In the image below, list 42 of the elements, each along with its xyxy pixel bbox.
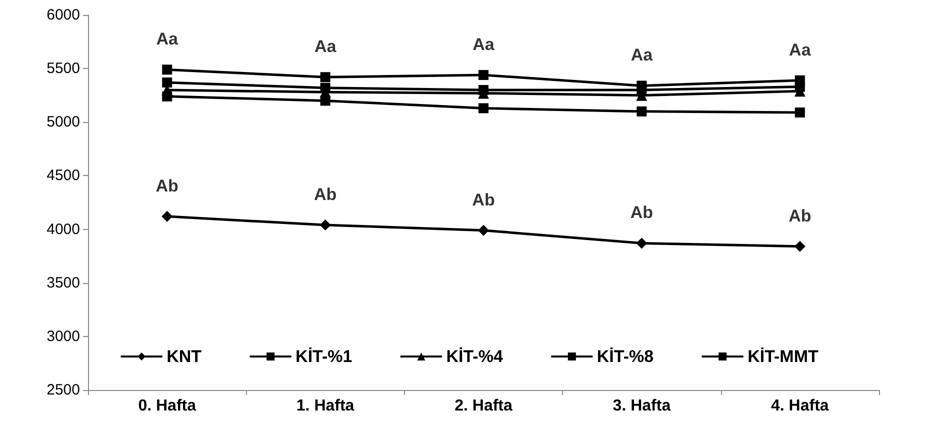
point: [636, 238, 648, 249]
x-tick-label: 0. Hafta: [138, 398, 196, 414]
point: [636, 106, 647, 116]
annotation: Aa: [314, 37, 337, 56]
legend-label: KİT-%1: [296, 347, 352, 366]
point: [478, 85, 488, 95]
legend-label: KİT-%8: [596, 347, 654, 366]
point: [794, 75, 805, 86]
point: [478, 103, 488, 114]
legend-label: KİT-MMT: [748, 347, 820, 366]
y-tick-label: 3500: [46, 274, 80, 292]
y-tick-label: 2500: [46, 382, 80, 398]
point: [162, 64, 172, 75]
x-tick-label: 2. Hafta: [454, 398, 512, 414]
point: [794, 108, 805, 118]
point: [162, 78, 172, 88]
y-tick-label: 5500: [46, 60, 80, 78]
legend-label: KİT-%4: [446, 347, 504, 366]
point: [478, 70, 488, 80]
annotation: Aa: [156, 30, 179, 49]
y-tick-label: 4000: [46, 220, 80, 238]
x-tick-label: 4. Hafta: [771, 398, 829, 414]
annotation: Ab: [472, 190, 495, 210]
annotation: Aa: [789, 40, 812, 60]
legend-label: KNT: [166, 347, 202, 366]
y-tick-label: 6000: [46, 6, 80, 24]
annotation: Aa: [472, 35, 495, 54]
y-tick-label: 5000: [46, 114, 80, 131]
y-tick-label: 4500: [46, 167, 80, 184]
point: [478, 224, 489, 236]
point: [320, 220, 331, 230]
point: [162, 210, 173, 222]
annotation: Ab: [314, 185, 337, 204]
point: [794, 240, 806, 252]
point: [320, 72, 330, 82]
annotation: Ab: [630, 203, 654, 222]
annotation: Ab: [788, 206, 812, 226]
annotation: Aa: [630, 46, 654, 65]
y-tick-label: 3000: [46, 328, 80, 345]
x-tick-label: 3. Hafta: [612, 398, 671, 414]
x-tick-label: 1. Hafta: [296, 398, 354, 414]
annotation: Ab: [156, 176, 178, 196]
